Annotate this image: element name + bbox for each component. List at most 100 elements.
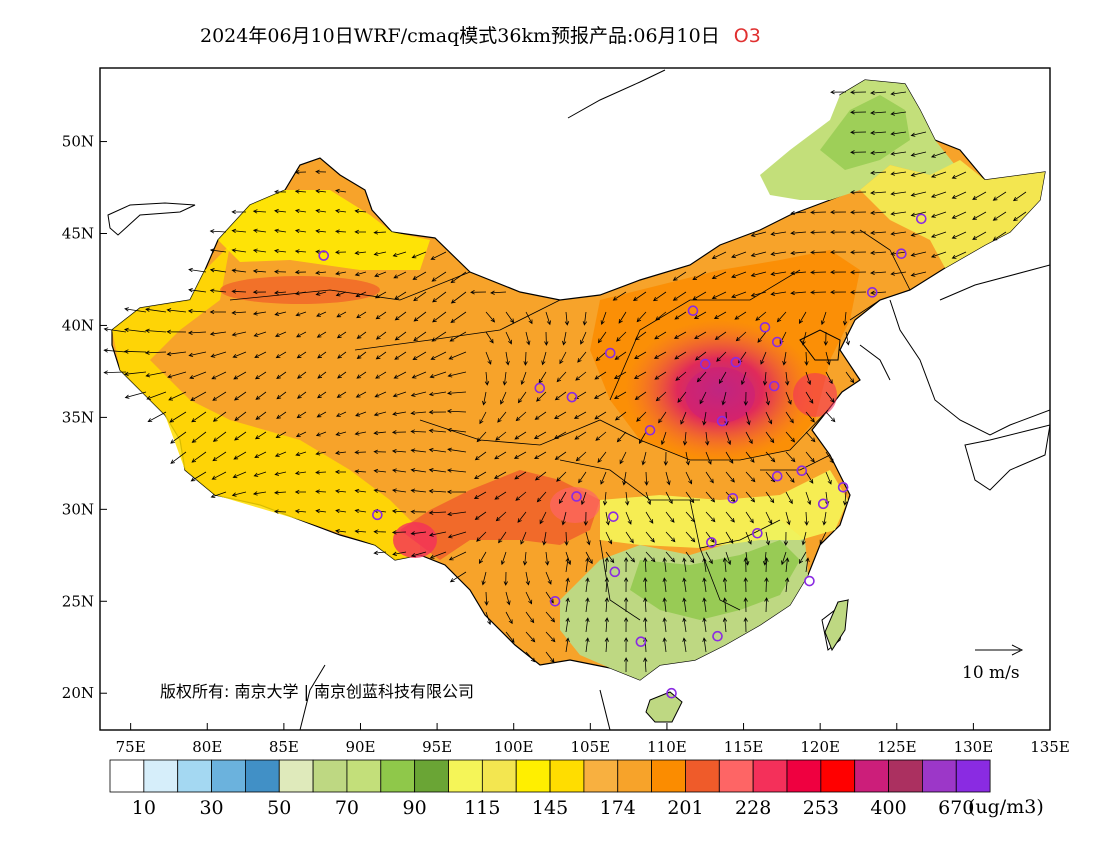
legend-label: 670 (938, 797, 974, 819)
wind-arrow (354, 209, 367, 214)
wind-arrow (428, 488, 447, 494)
wind-arrow (745, 551, 750, 566)
wind-arrow (356, 371, 367, 379)
wind-arrow (410, 429, 427, 434)
station-marker (608, 511, 619, 522)
wind-arrow (585, 531, 591, 546)
wind-arrow (545, 571, 552, 585)
wind-arrow (870, 290, 887, 295)
legend-label: 30 (199, 797, 223, 819)
wind-arrow (474, 451, 487, 461)
wind-arrow (825, 371, 833, 385)
wind-arrow (785, 471, 795, 483)
wind-arrow (252, 289, 267, 295)
legend-swatch (617, 759, 652, 793)
wind-arrow (565, 577, 570, 593)
wind-arrow (410, 551, 427, 558)
wind-arrow (316, 411, 327, 418)
wind-arrow (429, 551, 447, 559)
y-tick-label: 20N (62, 684, 94, 702)
wind-arrow (785, 411, 794, 424)
wind-arrow (781, 551, 787, 566)
wind-arrow (743, 557, 748, 573)
wind-arrow (705, 531, 715, 543)
wind-arrow (561, 511, 567, 526)
wind-arrow (870, 250, 887, 255)
wind-vectors (103, 89, 1027, 673)
wind-arrow (972, 191, 987, 200)
wind-arrow (515, 411, 527, 422)
wind-arrow (750, 231, 767, 237)
wind-arrow (930, 171, 947, 178)
wind-arrow (641, 451, 647, 466)
wind-arrow (212, 431, 227, 442)
wind-arrow (450, 291, 467, 304)
wind-arrow (166, 308, 187, 313)
wind-arrow (234, 431, 247, 441)
wind-arrow (623, 657, 629, 673)
station-marker (730, 356, 742, 368)
wind-arrow (432, 291, 447, 303)
wind-arrow (585, 577, 590, 593)
wind-arrow (373, 251, 387, 256)
wind-arrow (810, 250, 827, 255)
wind-arrow (144, 350, 167, 355)
wind-arrow (705, 431, 710, 446)
wind-arrow (191, 431, 207, 443)
wind-arrow (784, 557, 790, 573)
wind-arrow (623, 557, 629, 573)
wind-arrow (625, 531, 634, 544)
wind-arrow (294, 249, 307, 254)
wind-arrow (295, 431, 307, 437)
legend-label: 10 (132, 797, 156, 819)
wind-arrow (147, 411, 167, 423)
wind-arrow (731, 291, 747, 299)
wind-arrow (354, 250, 367, 256)
wind-arrow (765, 411, 773, 425)
x-tick-label: 85E (269, 738, 299, 756)
wind-arrow (124, 327, 147, 333)
wind-arrow (655, 311, 667, 321)
wind-arrow (123, 349, 147, 354)
wind-arrow (805, 557, 810, 573)
wind-arrow (430, 351, 447, 360)
wind-arrow (770, 291, 787, 296)
wind-arrow (541, 351, 547, 366)
wind-arrow (785, 391, 792, 405)
wind-arrow (428, 531, 447, 537)
legend-swatch (955, 759, 991, 793)
legend-label: 90 (403, 797, 427, 819)
wind-arrow (870, 130, 887, 135)
wind-arrow (910, 191, 927, 197)
wind-arrow (354, 488, 367, 494)
wind-arrow (850, 150, 867, 155)
wind-arrow (1012, 211, 1027, 222)
wind-arrow (595, 351, 607, 362)
wind-arrow (850, 90, 867, 95)
wind-arrow (890, 111, 907, 116)
wind-arrow (447, 447, 467, 453)
station-marker (796, 465, 808, 477)
wind-arrow (556, 471, 567, 482)
wind-arrow (850, 270, 867, 275)
wind-arrow (890, 151, 907, 156)
wind-arrow (525, 571, 530, 586)
wind-arrow (254, 351, 267, 358)
wind-arrow (252, 491, 267, 496)
station-marker (866, 287, 878, 298)
wind-arrow (638, 431, 647, 444)
wind-arrow (168, 391, 187, 401)
wind-arrow (476, 431, 487, 443)
wind-arrow (233, 391, 247, 401)
wind-arrow (394, 311, 407, 321)
wind-arrow (294, 228, 307, 234)
wind-arrow (972, 211, 987, 220)
wind-arrow (685, 491, 695, 504)
wind-arrow (559, 351, 567, 365)
wind-arrow (231, 331, 247, 337)
wind-arrow (711, 251, 727, 259)
wind-arrow (188, 267, 207, 273)
wind-arrow (910, 171, 927, 177)
wind-arrow (478, 551, 487, 564)
wind-arrow (412, 351, 427, 361)
